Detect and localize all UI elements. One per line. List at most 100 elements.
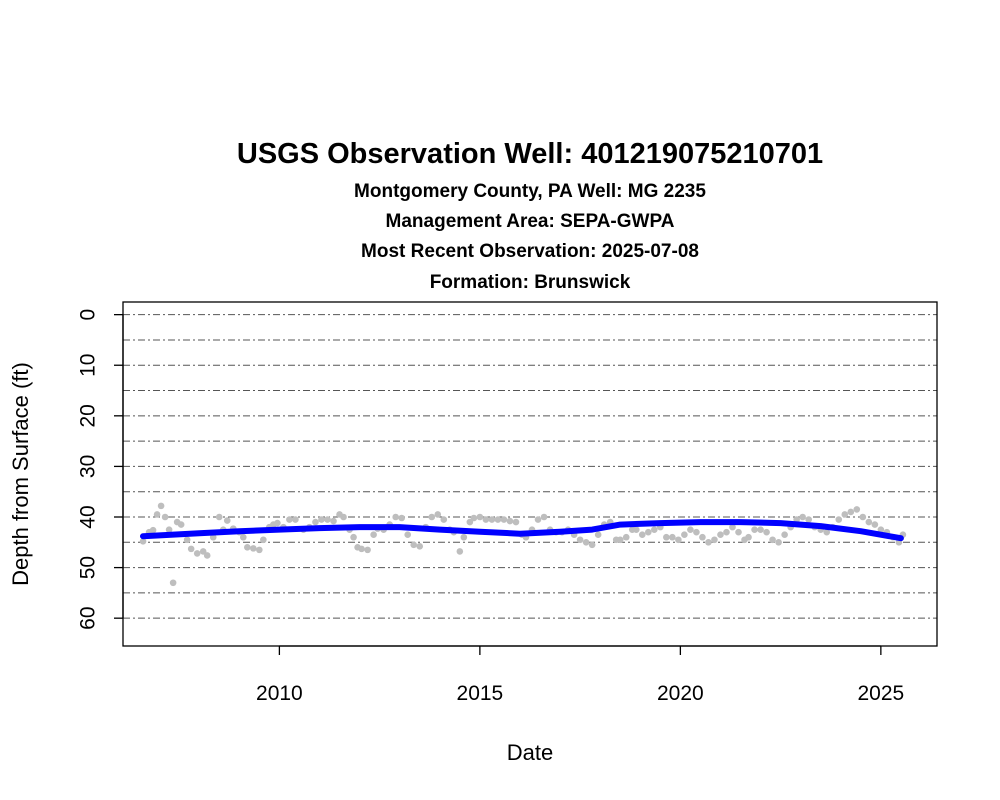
observation-point [460,533,468,541]
observation-point [705,538,712,546]
subtitle-recent-observation: Most Recent Observation: 2025-07-08 [361,241,699,262]
observation-point [877,526,885,533]
observation-point [871,521,879,528]
x-tick-label: 2020 [657,682,704,705]
x-axis: 2010 2015 2020 2025 [256,645,905,705]
observation-point [392,513,399,521]
observation-point [410,541,418,549]
observation-point [183,536,191,544]
observation-point [312,518,319,526]
observation-point [494,516,502,523]
observation-point [763,528,770,536]
observation-point [711,536,718,544]
observation-point [751,526,758,533]
observation-point [506,517,514,525]
x-tick-label: 2010 [256,682,303,705]
observation-point [717,531,724,539]
observation-point [149,526,157,534]
observation-point [757,526,764,533]
observation-point [769,536,776,544]
observation-point [488,516,496,523]
x-tick-label: 2025 [858,682,905,705]
observation-point [398,514,405,522]
observation-point [274,519,281,527]
observation-point [239,533,247,541]
y-tick-label: 50 [77,556,100,579]
observation-point [847,508,855,516]
observation-point [340,513,347,521]
observation-point [651,526,658,533]
observation-point [482,516,490,523]
observation-point [476,513,484,521]
observation-point [177,521,185,528]
y-axis-title: Depth from Surface (ft) [8,362,33,586]
observation-point [169,579,177,587]
observation-point [512,518,520,526]
trend-line [140,519,904,542]
y-tick-label: 60 [77,606,100,629]
y-tick-label: 20 [77,404,100,427]
observation-point [215,513,223,521]
observation-point [330,517,337,525]
observation-point [161,513,169,521]
observation-point [364,546,371,554]
observation-point [775,538,782,546]
observation-point [318,516,325,523]
gridlines [123,314,937,619]
observation-point [223,517,231,524]
observation-point [669,533,676,541]
y-tick-label: 30 [77,455,100,478]
observation-point [260,536,267,544]
observation-point [644,528,652,536]
observation-point [622,533,630,541]
observation-point [687,526,694,533]
observation-point [841,511,849,518]
subtitle-formation: Formation: Brunswick [430,272,631,293]
observation-point [588,541,596,549]
observation-point [286,516,293,523]
observation-point [350,533,357,541]
subtitle-management-area: Management Area: SEPA-GWPA [386,211,675,232]
observation-point [540,513,548,521]
observation-point [358,545,365,553]
observation-point [534,516,542,523]
observation-point [250,545,257,552]
observation-point [404,531,411,539]
observation-point [859,513,867,521]
y-tick-label: 40 [77,505,100,528]
y-axis: 0 10 20 30 40 50 60 [77,309,124,630]
observation-point [324,516,331,523]
observation-point [729,523,736,531]
observation-point [835,516,843,523]
observation-point [157,502,165,510]
observation-point [434,511,442,518]
observation-point [203,552,211,559]
y-tick-label: 0 [77,309,100,321]
x-tick-label: 2015 [457,682,504,705]
trend-line-group [140,519,904,542]
observation-point [805,516,812,523]
observation-point [638,531,646,539]
observation-point [153,511,161,518]
observation-point [699,533,706,541]
observation-point [632,526,640,533]
observation-point [256,546,263,554]
observation-point [466,518,474,526]
observation-point [865,518,873,526]
observation-point [292,516,299,523]
observation-point [440,516,448,523]
observation-point [244,544,251,551]
observation-point [370,531,377,539]
observation-point [723,528,730,536]
observation-point [663,533,670,541]
observation-point [139,537,147,545]
observation-point [582,538,590,546]
x-axis-title: Date [507,740,553,765]
observation-point [187,545,195,553]
y-tick-label: 10 [77,354,100,377]
observation-point [853,506,861,513]
observation-point [675,536,682,544]
observation-point [681,531,688,539]
observation-point [781,531,788,539]
